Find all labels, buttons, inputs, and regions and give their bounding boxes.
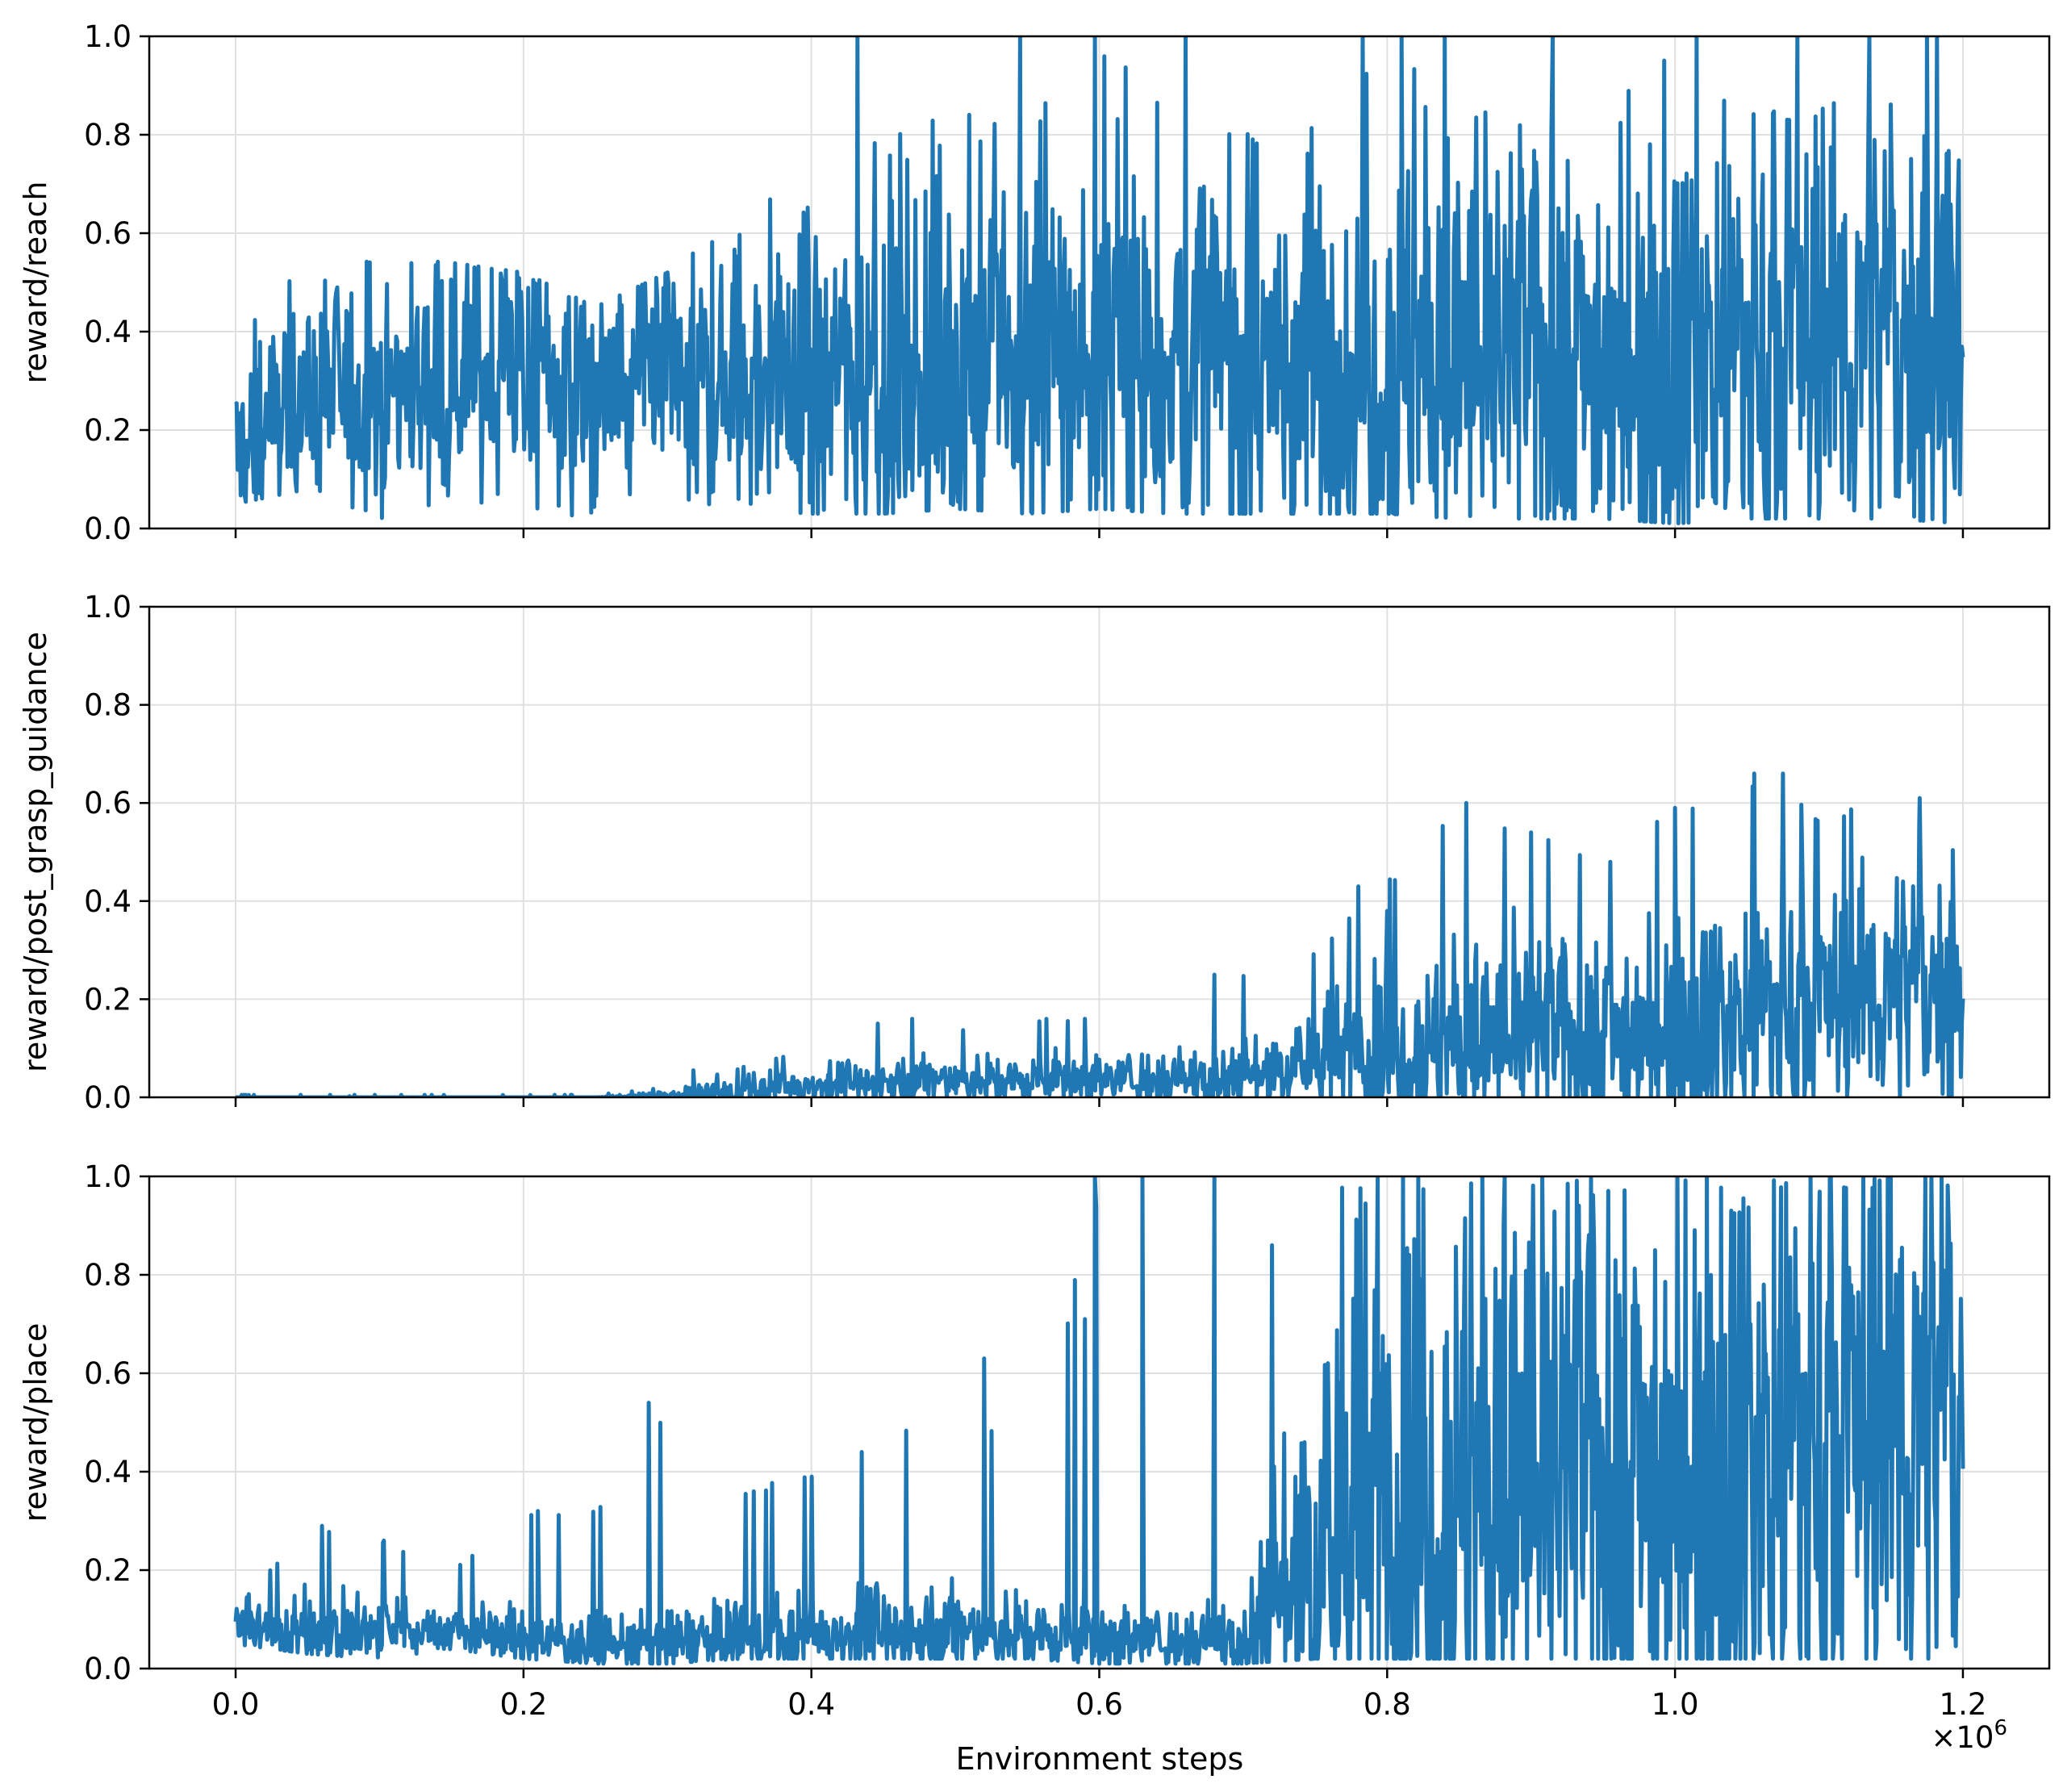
y-tick-label: 0.8 [84, 688, 132, 723]
subplot-1: 0.0 0.2 0.4 0.6 0.8 1.0 reward/reach [18, 19, 2051, 546]
y-tick-label: 1.0 [84, 1159, 132, 1194]
y-tick-label: 0.4 [84, 315, 132, 349]
y-tick-label: 0.8 [84, 1258, 132, 1293]
x-tick-label: 0.0 [212, 1687, 260, 1722]
x-offset-label: ×106 [1931, 1716, 2007, 1755]
x-tick-label: 0.8 [1364, 1687, 1411, 1722]
y-tick-label: 0.6 [84, 1356, 132, 1391]
y-tick-label: 0.8 [84, 118, 132, 152]
y-axis-label: reward/post_grasp_guidance [18, 632, 53, 1072]
x-tick-label: 1.2 [1940, 1687, 1987, 1722]
y-tick-label: 1.0 [84, 590, 132, 624]
y-axis-label: reward/reach [18, 182, 53, 384]
x-offset-exponent: 6 [1994, 1716, 2007, 1740]
y-tick-label: 0.0 [84, 1080, 132, 1115]
x-tick-label: 0.6 [1075, 1687, 1123, 1722]
series-line-reward-reach [234, 36, 1965, 526]
y-tick-label: 0.0 [84, 1652, 132, 1686]
y-tick-label: 0.4 [84, 884, 132, 919]
series-line-reward-post_grasp_guidance [234, 771, 1965, 1097]
y-axis-label: reward/place [18, 1323, 53, 1523]
y-tick-label: 0.2 [84, 982, 132, 1017]
y-tick-label: 0.2 [84, 1553, 132, 1588]
y-tick-label: 0.2 [84, 413, 132, 448]
y-tick-label: 0.6 [84, 786, 132, 821]
subplots: 0.00.20.40.60.81.0reward/reach0.00.20.40… [18, 19, 2051, 1722]
x-tick-label: 0.2 [499, 1687, 547, 1722]
subplot-3: 0.0 0.2 0.4 0.6 0.8 1.0 0.0 0.2 0.4 0.6 0.8 1.0 1.2 r… [18, 1159, 2051, 1722]
y-tick-label: 0.4 [84, 1455, 132, 1489]
x-offset-base: ×10 [1931, 1720, 1994, 1755]
series-line-reward-place [233, 1176, 1965, 1666]
subplot-2: 0.0 0.2 0.4 0.6 0.8 1.0 reward/post_grasp_guid… [18, 590, 2051, 1115]
x-tick-label: 0.4 [787, 1687, 835, 1722]
y-tick-label: 1.0 [84, 19, 132, 54]
x-axis-label: Environment steps [956, 1741, 1244, 1777]
x-tick-label: 1.0 [1652, 1687, 1699, 1722]
y-tick-label: 0.6 [84, 216, 132, 251]
y-tick-label: 0.0 [84, 512, 132, 546]
